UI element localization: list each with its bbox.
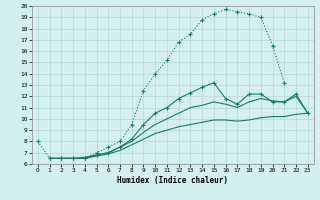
X-axis label: Humidex (Indice chaleur): Humidex (Indice chaleur) [117,176,228,185]
